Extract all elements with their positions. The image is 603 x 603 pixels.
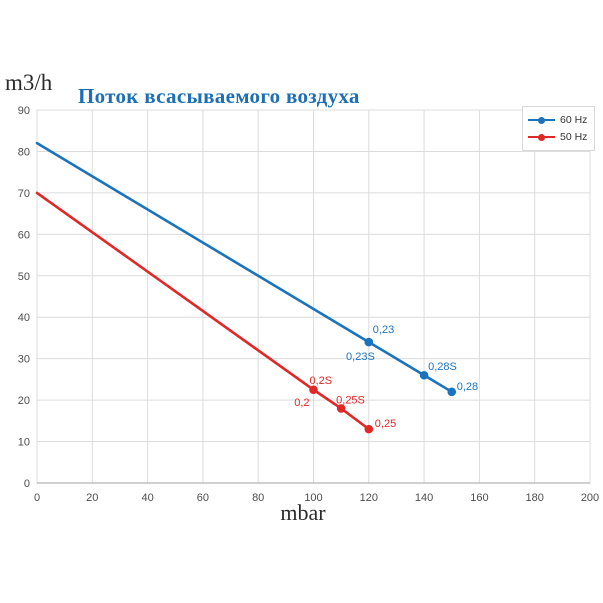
data-point-marker-50hz [364,424,374,434]
y-tick-label: 10 [18,437,30,449]
data-point-label: 0,2S [310,375,333,387]
legend-dot-60hz [538,116,545,124]
legend: 60 Hz 50 Hz [522,106,595,151]
data-point-label: 0,23S [346,351,375,363]
legend-marker-50hz-icon [528,133,555,142]
y-tick-label: 20 [18,395,30,407]
data-point-marker-50hz [336,404,346,413]
x-tick-label: 0 [34,492,40,504]
chart-title: Поток всасываемого воздуха [78,84,360,108]
x-tick-label: 60 [197,492,209,504]
x-axis-title: mbar [280,500,326,525]
x-tick-label: 100 [304,492,322,504]
y-tick-label: 30 [18,354,30,366]
legend-label-50hz: 50 Hz [560,131,588,143]
x-tick-label: 40 [141,492,153,504]
x-tick-label: 200 [581,492,599,504]
x-tick-label: 140 [415,492,433,504]
x-tick-label: 160 [470,492,488,504]
data-point-label: 0,25 [375,418,396,430]
legend-item-60hz: 60 Hz [528,112,594,128]
data-point-label: 0,23 [373,324,394,336]
data-point-label: 0,25S [336,394,365,406]
y-tick-label: 60 [18,229,30,241]
legend-dot-50hz [538,133,545,141]
legend-marker-60hz-icon [528,116,555,125]
legend-item-50hz: 50 Hz [528,129,594,145]
data-point-marker-60hz [364,337,374,347]
series-line-50hz [35,191,371,431]
y-tick-label: 90 [18,105,30,117]
data-point-label: 0,2 [294,397,309,409]
data-point-label: 0,28 [457,381,478,393]
y-axis-title: m3/h [5,70,53,95]
data-point-marker-60hz [419,370,429,380]
y-tick-label: 70 [18,188,30,200]
y-tick-label: 0 [24,478,30,490]
x-tick-label: 80 [252,492,264,504]
y-tick-label: 80 [18,146,30,158]
data-point-label: 0,28S [428,361,457,373]
x-tick-label: 120 [360,492,378,504]
data-point-marker-50hz [309,385,318,395]
y-tick-label: 50 [18,271,30,283]
x-tick-label: 180 [526,492,544,504]
y-tick-label: 40 [18,312,30,324]
legend-label-60hz: 60 Hz [560,114,588,126]
series-line-60hz [35,141,454,394]
x-tick-label: 20 [86,492,98,504]
data-point-marker-60hz [447,387,457,397]
